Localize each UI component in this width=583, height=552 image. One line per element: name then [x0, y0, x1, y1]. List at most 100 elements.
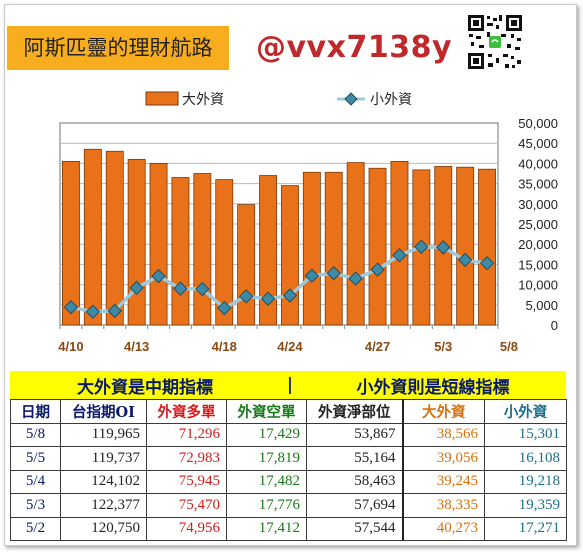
line-point	[436, 240, 451, 255]
x-tick-label: 4/13	[124, 339, 149, 354]
bar	[171, 177, 190, 326]
line-point	[326, 266, 341, 281]
cell-oi: 119,737	[60, 446, 147, 471]
bar	[215, 179, 234, 326]
x-tick-label: 4/10	[58, 339, 83, 354]
line-point	[414, 239, 429, 254]
cell-big-foreign: 38,566	[401, 422, 485, 447]
bar	[105, 150, 124, 326]
banner-separator: |	[286, 375, 294, 395]
line-point	[392, 248, 407, 263]
header-big-foreign: 大外資	[401, 399, 485, 424]
cell-long: 71,296	[146, 422, 227, 447]
header-net: 外資淨部位	[306, 399, 403, 424]
line-point	[238, 289, 254, 304]
cell-small-foreign: 17,271	[484, 516, 567, 541]
cell-oi: 124,102	[60, 469, 147, 494]
line-series	[63, 239, 495, 319]
cell-big-foreign: 38,335	[401, 493, 485, 518]
bar	[346, 162, 365, 326]
legend-label-bar: 大外資	[182, 92, 224, 108]
bar	[62, 160, 80, 326]
bar	[259, 175, 277, 326]
y-tick-label: 50,000	[518, 116, 558, 131]
header-date: 日期	[10, 399, 61, 424]
line-point	[304, 268, 320, 283]
cell-long: 75,945	[146, 469, 227, 494]
data-table-section: 大外資是中期指標 | 小外資則是短線指標 日期 台指期OI 外資多單 外資空單 …	[10, 371, 567, 541]
cell-date: 5/5	[10, 446, 61, 471]
y-tick-label: 35,000	[518, 177, 558, 192]
table-row: 5/4 124,102 75,945 17,482 58,463 39,245 19,218	[10, 469, 567, 494]
cell-net: 55,164	[306, 446, 403, 471]
bar	[281, 185, 299, 326]
bar	[149, 162, 168, 326]
table-row: 5/3 122,377 75,470 17,776 57,694 38,335 19,359	[10, 493, 567, 518]
line-point	[457, 252, 473, 268]
bar	[193, 173, 212, 326]
data-table: 日期 台指期OI 外資多單 外資空單 外資淨部位 大外資 小外資 5/8 119,…	[10, 399, 567, 541]
bar	[390, 160, 409, 326]
cell-date: 5/4	[10, 469, 61, 494]
line-point	[217, 300, 232, 316]
bar	[456, 166, 475, 326]
cell-short: 17,429	[226, 422, 307, 447]
cell-date: 5/2	[10, 516, 61, 541]
y-tick-label: 25,000	[518, 217, 558, 232]
bar	[368, 167, 387, 326]
cell-net: 57,544	[306, 516, 403, 541]
cell-oi: 119,965	[60, 422, 147, 447]
table-header-row: 日期 台指期OI 外資多單 外資空單 外資淨部位 大外資 小外資	[10, 399, 567, 424]
banner-right: 小外資則是短線指標	[356, 377, 510, 398]
y-tick-label: 20,000	[518, 237, 558, 252]
cell-date: 5/8	[10, 422, 61, 447]
x-tick-label: 4/18	[212, 339, 237, 354]
header-small-foreign: 小外資	[484, 399, 567, 424]
cell-net: 53,867	[306, 422, 403, 447]
header-short: 外資空單	[226, 399, 307, 424]
banner-left: 大外資是中期指標	[77, 377, 213, 398]
line-point	[63, 300, 79, 315]
legend: 大外資 小外資	[145, 91, 412, 108]
brand-title: 阿斯匹靈的理財航路	[7, 26, 229, 70]
chart: 大外資 小外資 0 5,000 10,000 15,000 20,000 25,000 30…	[58, 91, 558, 354]
cell-date: 5/3	[10, 493, 61, 518]
cell-big-foreign: 40,273	[401, 516, 485, 541]
legend-swatch-bar	[145, 91, 179, 106]
cell-big-foreign: 39,245	[401, 469, 485, 494]
y-tick-label: 10,000	[518, 278, 558, 293]
x-axis: 4/10 4/13 4/18 4/24 4/27 5/3 5/8	[58, 325, 518, 354]
line-point	[282, 288, 298, 303]
line-point	[173, 281, 188, 296]
y-tick-label: 5,000	[525, 298, 558, 313]
x-tick-label: 4/24	[277, 339, 303, 354]
cell-net: 58,463	[306, 469, 403, 494]
table-row: 5/2 120,750 74,956 17,412 57,544 40,273 17,271	[10, 516, 567, 541]
line-point	[479, 255, 495, 271]
cell-small-foreign: 19,218	[484, 469, 567, 494]
x-tick-label: 5/3	[434, 339, 452, 354]
y-tick-label: 0	[551, 318, 558, 333]
y-axis: 0 5,000 10,000 15,000 20,000 25,000 30,000 35,0…	[518, 116, 558, 333]
cell-big-foreign: 39,056	[401, 446, 485, 471]
cell-small-foreign: 19,359	[484, 493, 567, 518]
cell-long: 75,470	[146, 493, 227, 518]
line-point	[129, 280, 144, 296]
line-point	[85, 304, 101, 319]
cell-oi: 122,377	[60, 493, 147, 518]
line-point	[151, 268, 166, 284]
header-oi: 台指期OI	[60, 399, 147, 424]
x-tick-label: 4/27	[365, 339, 390, 354]
cell-long: 74,956	[146, 516, 227, 541]
qr-code-icon	[467, 14, 523, 70]
bar	[478, 168, 496, 326]
x-tick-label: 5/8	[500, 339, 518, 354]
bar	[83, 148, 102, 326]
line-point	[195, 281, 210, 297]
bar	[237, 204, 256, 326]
cell-long: 72,983	[146, 446, 227, 471]
line-point	[260, 291, 276, 306]
cell-short: 17,482	[226, 469, 307, 494]
table-row: 5/8 119,965 71,296 17,429 53,867 38,566 15,301	[10, 422, 567, 447]
y-tick-label: 30,000	[518, 197, 558, 212]
